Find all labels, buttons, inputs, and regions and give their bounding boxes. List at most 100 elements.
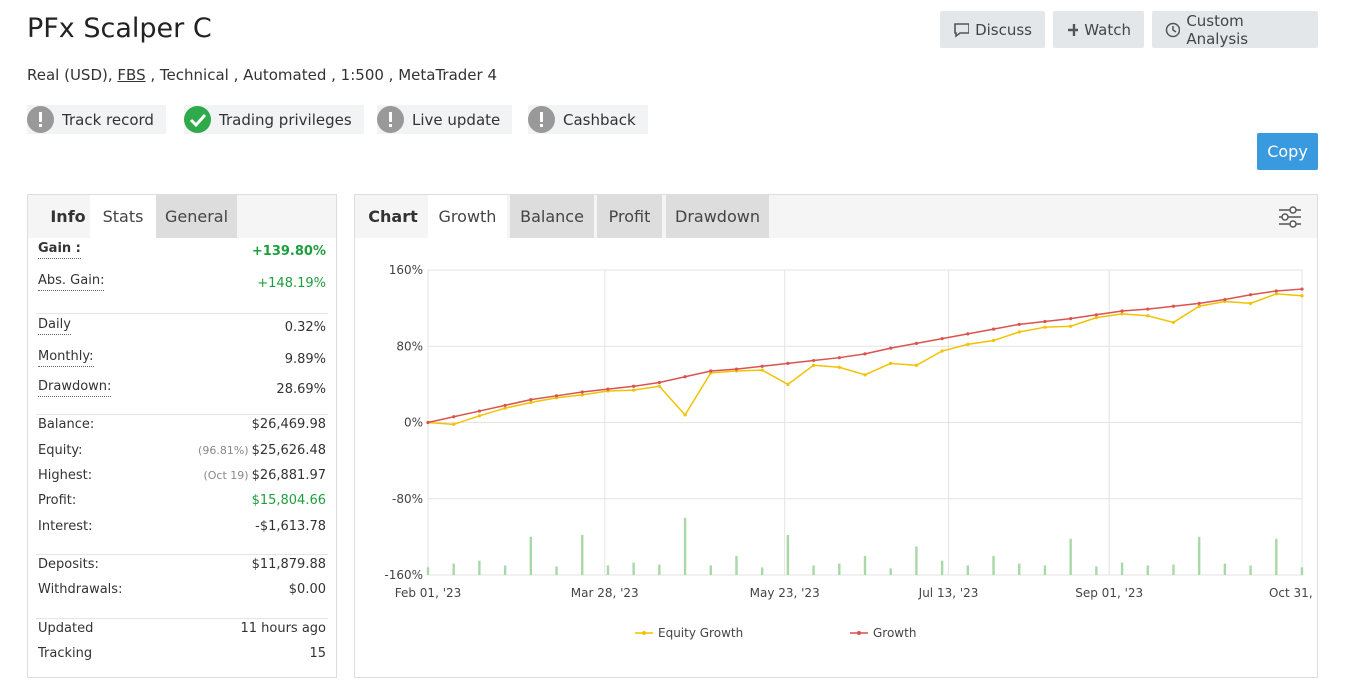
activity-bar	[1018, 563, 1021, 575]
stat-value: $26,881.97	[251, 468, 326, 483]
point	[1197, 304, 1201, 308]
activity-bar	[838, 563, 841, 575]
stat-label: Monthly:	[38, 349, 94, 367]
warn-icon	[528, 106, 555, 133]
activity-bar	[1172, 564, 1175, 575]
point	[940, 349, 944, 353]
stat-value-wrap: 11 hours ago	[240, 621, 326, 636]
stat-row: Profit: $15,804.66	[38, 493, 326, 508]
point	[991, 327, 996, 331]
point	[1120, 309, 1124, 313]
settings-icon[interactable]	[1277, 204, 1303, 230]
activity-bar	[863, 555, 867, 575]
point	[683, 375, 687, 379]
activity-bar	[452, 563, 455, 575]
stat-label: Interest:	[38, 519, 93, 534]
activity-bar	[889, 568, 892, 575]
point	[580, 393, 584, 397]
point	[1043, 325, 1047, 329]
discuss-button[interactable]: Discuss	[940, 11, 1045, 48]
activity-bar	[1120, 562, 1124, 575]
activity-bar	[632, 562, 635, 575]
stat-value-wrap: +139.80%	[252, 244, 326, 259]
subtitle-text: Real (USD),	[27, 66, 113, 84]
warn-icon	[27, 106, 54, 133]
broker-link[interactable]: FBS	[117, 66, 146, 84]
point	[760, 368, 764, 372]
stat-label: Equity:	[38, 443, 83, 458]
tab[interactable]: Chart	[368, 207, 418, 226]
stat-value: 11 hours ago	[240, 621, 326, 636]
activity-bar	[786, 534, 790, 575]
x-tick-label: Mar 28, '23	[571, 586, 639, 600]
stat-value-wrap: $11,879.88	[252, 557, 326, 572]
point	[1171, 320, 1176, 325]
point	[1197, 301, 1201, 305]
stat-value: $0.00	[288, 582, 326, 597]
custom-analysis-button[interactable]: Custom Analysis	[1152, 11, 1318, 48]
tab[interactable]: Info	[50, 207, 86, 226]
button-label: Watch	[1084, 20, 1131, 39]
subtitle-text: , Technical , Automated , 1:500 , MetaTr…	[150, 66, 497, 84]
point	[734, 367, 739, 371]
tab[interactable]: Stats	[90, 195, 156, 238]
copy-button[interactable]: Copy	[1257, 133, 1318, 170]
point	[1300, 294, 1304, 298]
point	[657, 384, 661, 388]
tab[interactable]: Growth	[428, 195, 507, 238]
stat-label: Tracking	[38, 646, 93, 661]
stat-value-wrap: 28.69%	[276, 382, 326, 397]
point	[1146, 314, 1150, 318]
icon	[1165, 22, 1181, 37]
x-tick-label: Jul 13, '23	[918, 586, 979, 600]
stat-row: Monthly: 9.89%	[38, 349, 326, 367]
tab[interactable]: Drawdown	[666, 195, 769, 238]
stat-value-wrap: 0.32%	[285, 320, 326, 335]
activity-bar	[966, 565, 970, 575]
watch-button[interactable]: Watch	[1053, 11, 1144, 48]
point	[940, 337, 944, 341]
stat-value: $26,469.98	[251, 417, 326, 432]
y-tick-label: -160%	[384, 568, 423, 582]
point	[889, 346, 893, 350]
point	[1171, 304, 1176, 308]
point	[1094, 313, 1098, 317]
stat-row: Daily 0.32%	[38, 317, 326, 335]
stat-row: Interest: -$1,613.78	[38, 519, 326, 534]
check-icon	[184, 106, 211, 133]
stat-value-wrap: 15	[309, 646, 326, 661]
activity-bar	[1095, 566, 1098, 575]
point	[1043, 319, 1047, 324]
stat-value-wrap: -$1,613.78	[255, 519, 326, 534]
tab[interactable]: Profit	[597, 195, 662, 238]
stat-value-wrap: +148.19%	[257, 276, 326, 291]
icon	[954, 22, 970, 38]
stat-value: +139.80%	[251, 244, 326, 259]
point	[1146, 307, 1150, 311]
point	[837, 365, 841, 369]
activity-bar	[812, 565, 815, 575]
point	[452, 422, 456, 427]
activity-bar	[503, 565, 507, 575]
button-label: Custom Analysis	[1186, 11, 1249, 48]
stat-label: Updated	[38, 621, 94, 636]
point	[863, 352, 867, 356]
tab[interactable]: General	[156, 195, 237, 238]
point	[477, 409, 482, 413]
stat-row: Withdrawals: $0.00	[38, 582, 326, 597]
tab[interactable]: Balance	[510, 195, 594, 238]
stat-value: 0.32%	[284, 320, 326, 335]
stat-value: 28.69%	[276, 382, 326, 397]
point	[632, 388, 636, 392]
stat-row: Highest: (Oct 19) $26,881.97	[38, 468, 326, 483]
point	[1069, 324, 1073, 328]
point	[1223, 297, 1227, 302]
stat-value-wrap: (Oct 19) $26,881.97	[203, 468, 326, 483]
point	[529, 398, 533, 402]
point	[426, 420, 430, 425]
point	[580, 390, 584, 394]
stat-label: Profit:	[38, 493, 77, 508]
activity-bar	[1249, 565, 1252, 575]
activity-bar	[555, 566, 558, 575]
separator	[36, 414, 328, 415]
